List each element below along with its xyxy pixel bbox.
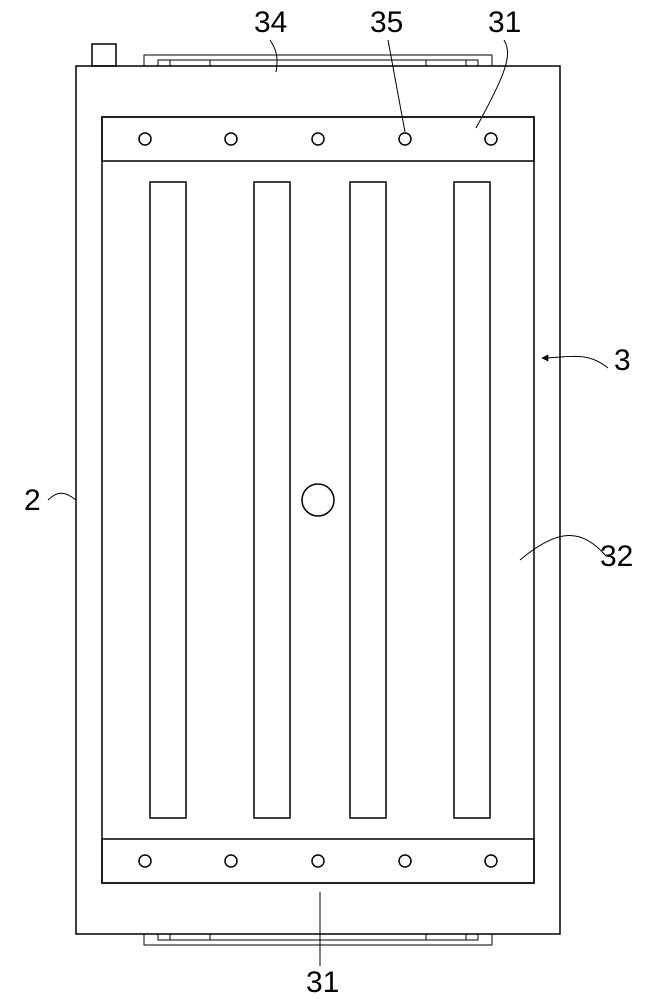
slat-2 (350, 182, 386, 818)
hole-bottom-1 (225, 855, 237, 867)
hole-top-4 (485, 133, 497, 145)
inner-rect (102, 117, 534, 883)
hole-top-1 (225, 133, 237, 145)
leadline-l32 (520, 535, 606, 560)
label-l34: 34 (254, 6, 287, 39)
label-l31_top: 31 (488, 6, 521, 39)
top-crossbar (102, 117, 534, 161)
hole-bottom-2 (312, 855, 324, 867)
hole-bottom-4 (485, 855, 497, 867)
leadline-l35 (388, 40, 405, 132)
leadline-l31_top (476, 40, 508, 128)
bottom-insert-inner (158, 934, 478, 940)
label-l31_bottom: 31 (306, 966, 339, 999)
slat-1 (254, 182, 290, 818)
label-l32: 32 (600, 540, 633, 573)
top-insert-inner (158, 60, 478, 66)
hole-top-0 (139, 133, 151, 145)
leadline-l3 (542, 356, 608, 368)
label-l35: 35 (370, 6, 403, 39)
hole-bottom-3 (399, 855, 411, 867)
leadline-l2 (48, 493, 76, 500)
outer-frame (76, 66, 560, 934)
center-circle (302, 484, 334, 516)
technical-diagram: 343531323231 (0, 0, 659, 1000)
hole-top-2 (312, 133, 324, 145)
slat-0 (150, 182, 186, 818)
top-tab (92, 44, 116, 66)
leadline-l34 (270, 40, 277, 72)
hole-top-3 (399, 133, 411, 145)
slat-3 (454, 182, 490, 818)
label-l3: 3 (614, 344, 631, 377)
hole-bottom-0 (139, 855, 151, 867)
bottom-crossbar (102, 839, 534, 883)
label-l2: 2 (24, 484, 41, 517)
